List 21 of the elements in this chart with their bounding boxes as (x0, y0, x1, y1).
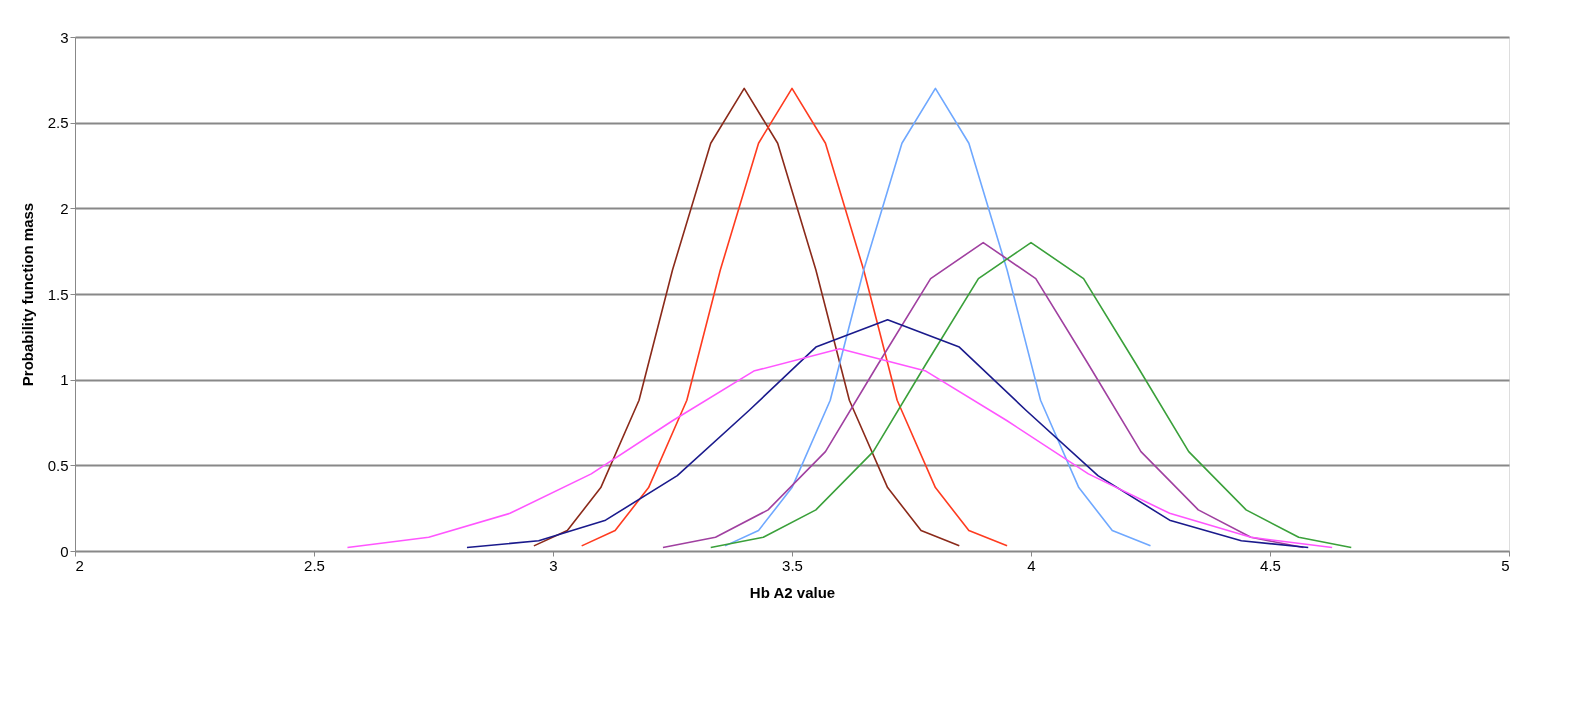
y-tick-label: 2 (60, 199, 69, 217)
x-tick-label: 4.5 (1260, 556, 1281, 574)
y-tick-label: 1 (60, 371, 69, 389)
x-tick-label: 3 (549, 556, 558, 574)
y-tick-label: 0.5 (47, 456, 69, 474)
x-tick-label: 2.5 (304, 556, 325, 574)
y-tick-label: 3 (60, 28, 69, 46)
x-tick-label: 4 (1027, 556, 1036, 574)
x-axis-title: Hb A2 value (749, 583, 836, 601)
y-tick-label: 2.5 (47, 114, 69, 132)
x-tick-label: 3.5 (782, 556, 803, 574)
line-series (346, 348, 1333, 549)
y-tick-label: 1.5 (47, 285, 69, 303)
y-axis-title: Probability function mass (18, 202, 36, 387)
x-tick-label: 5 (1501, 556, 1510, 574)
x-tick-label: 2 (75, 556, 84, 574)
y-tick-label: 0 (60, 542, 69, 560)
line-series (466, 318, 1310, 549)
line-series (580, 87, 1008, 547)
line-series (724, 87, 1152, 547)
line-series (533, 87, 961, 547)
